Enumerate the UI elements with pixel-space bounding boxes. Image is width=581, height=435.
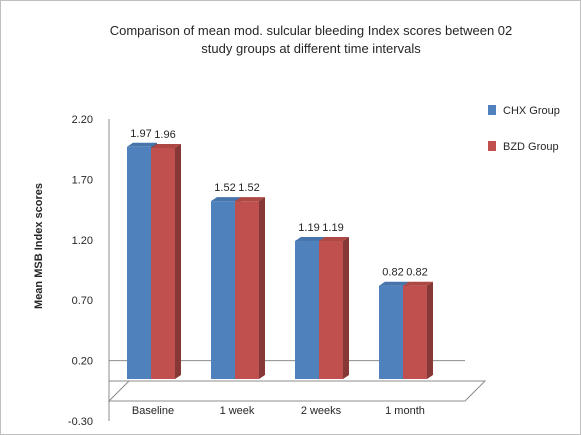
legend-swatch-chx: [488, 105, 496, 115]
bar-bzd: [151, 147, 175, 379]
bar-side-face: [427, 281, 433, 379]
bar-top-face: [403, 281, 433, 286]
data-label: 1.97: [130, 128, 151, 140]
x-tick-label: Baseline: [132, 405, 174, 417]
legend-swatch-bzd: [488, 141, 496, 151]
bar-side-face: [175, 143, 181, 379]
data-label: 1.52: [238, 182, 259, 194]
bar-top-face: [295, 237, 325, 242]
x-tick-label: 1 month: [385, 405, 425, 417]
category-floor: [107, 380, 487, 402]
chart-title-line-2: study groups at different time intervals: [201, 41, 421, 56]
y-tick-label: 0.20: [72, 356, 93, 368]
plot-area: 2.20 1.70 1.20 0.70 0.20 -0.30 1.97 1.96 Baselin…: [68, 114, 487, 428]
bar-bzd: [235, 201, 259, 379]
y-tick-label: 1.70: [72, 174, 93, 186]
x-tick-label: 2 weeks: [301, 405, 342, 417]
bar-top-face: [319, 237, 349, 242]
data-label: 1.19: [298, 222, 319, 234]
bar-top-face: [379, 281, 409, 286]
chart-title-line-1: Comparison of mean mod. sulcular bleedin…: [110, 23, 513, 38]
bar-top-face: [211, 197, 241, 202]
legend-label: CHX Group: [503, 105, 560, 117]
bar-side-face: [259, 197, 265, 379]
y-tick-label: 1.20: [72, 235, 93, 247]
bar-chx: [295, 241, 319, 379]
data-label: 1.96: [154, 129, 175, 141]
bar-chx: [379, 285, 403, 379]
bar-top-face: [235, 197, 265, 202]
bar-top-face: [127, 142, 157, 147]
bar-chx: [127, 146, 151, 379]
data-label: 0.82: [382, 267, 403, 279]
y-tick-label: -0.30: [68, 416, 93, 428]
bar-bzd: [319, 241, 343, 379]
bar-bzd: [403, 285, 427, 379]
legend: CHX Group BZD Group: [488, 105, 560, 153]
bar-side-face: [343, 237, 349, 379]
y-tick-label: 0.70: [72, 295, 93, 307]
bar-top-face: [151, 143, 181, 148]
y-axis-label: Mean MSB Index scores: [33, 183, 45, 309]
x-tick-label: 1 week: [220, 405, 255, 417]
legend-label: BZD Group: [503, 141, 559, 153]
bar-chx: [211, 201, 235, 379]
data-label: 1.52: [214, 182, 235, 194]
data-label: 0.82: [406, 267, 427, 279]
data-label: 1.19: [322, 222, 343, 234]
y-tick-label: 2.20: [72, 114, 93, 126]
